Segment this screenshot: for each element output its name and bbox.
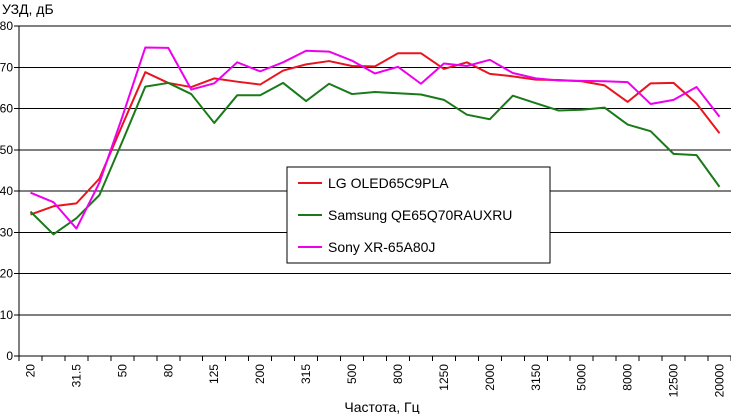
legend-label-lg: LG OLED65C9PLA — [328, 175, 449, 191]
y-tick-label: 70 — [0, 60, 13, 74]
y-tick-label: 40 — [0, 184, 13, 198]
x-tick-label: 8000 — [621, 364, 635, 391]
x-tick-label: 315 — [299, 364, 313, 384]
series-line-2 — [29, 81, 721, 236]
x-tick-label: 80 — [161, 364, 175, 378]
y-tick-label: 80 — [0, 19, 13, 33]
y-axis-title: УЗД, дБ — [2, 1, 54, 17]
legend-label-sony: Sony XR-65A80J — [328, 239, 435, 255]
y-tick-label: 20 — [0, 267, 13, 281]
series-line-1 — [30, 52, 721, 216]
y-tick-label: 0 — [6, 349, 13, 363]
x-tick-label: 20000 — [713, 364, 727, 398]
legend-box — [286, 166, 551, 264]
legend: LG OLED65C9PLA Samsung QE65Q70RAUXRU Son… — [286, 166, 551, 264]
x-tick-label: 31.5 — [69, 364, 83, 388]
x-tick-label: 12500 — [667, 364, 681, 398]
x-tick-label: 3150 — [529, 364, 543, 391]
x-tick-label: 500 — [345, 364, 359, 384]
x-tick-label: 20 — [23, 364, 37, 378]
x-axis-title: Частота, Гц — [344, 399, 419, 414]
y-tick-label: 50 — [0, 143, 13, 157]
y-tick-labels: 0 10 20 30 40 50 60 70 80 — [0, 19, 13, 363]
x-tick-labels: 20 31.5 50 80 125 200 315 500 800 1250 2000 3150 500… — [23, 364, 726, 398]
x-tick-label: 800 — [391, 364, 405, 384]
legend-label-samsung: Samsung QE65Q70RAUXRU — [328, 207, 512, 223]
y-tick-label: 10 — [0, 308, 13, 322]
series-lines — [29, 46, 721, 236]
y-tick-label: 30 — [0, 225, 13, 239]
x-tick-label: 1250 — [437, 364, 451, 391]
x-tick-label: 125 — [207, 364, 221, 384]
x-tick-label: 200 — [253, 364, 267, 384]
axes — [14, 25, 731, 361]
y-tick-label: 60 — [0, 102, 13, 116]
x-tick-label: 2000 — [483, 364, 497, 391]
x-tick-label: 5000 — [575, 364, 589, 391]
x-tick-label: 50 — [115, 364, 129, 378]
series-line-3 — [30, 46, 721, 230]
